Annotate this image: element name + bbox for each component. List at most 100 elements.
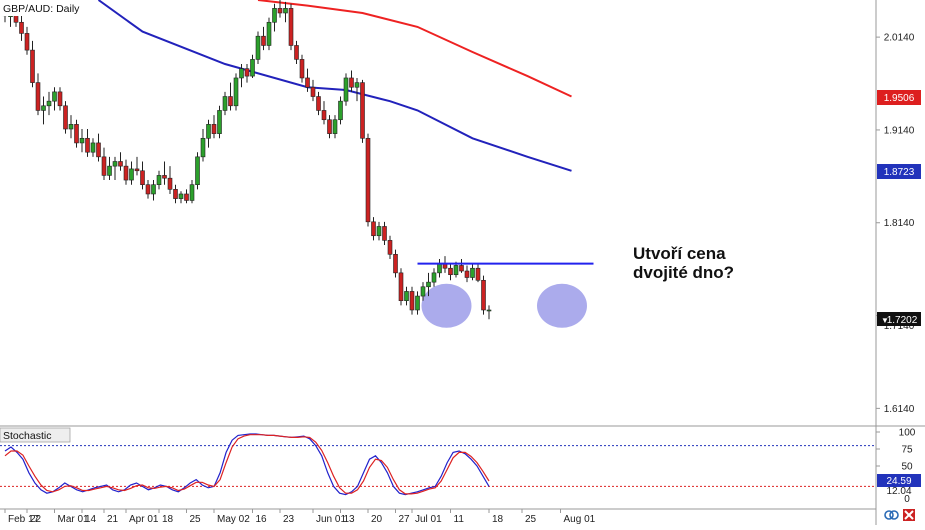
double-bottom-circle [421, 283, 472, 328]
candle-up [200, 137, 206, 158]
candle-down [162, 175, 167, 179]
candle-down [35, 82, 41, 111]
price-tick-label: 2.0140 [884, 33, 915, 44]
ma-fast-line [97, 0, 572, 172]
candle-down [409, 291, 415, 311]
last-price-marker-icon: ▼ [881, 316, 889, 325]
candle-down [387, 240, 393, 255]
candle-up [415, 295, 420, 311]
candle-up [46, 100, 52, 107]
candle-up [354, 82, 360, 88]
price-tick-label: 1.9140 [884, 125, 915, 136]
candle-up [266, 21, 272, 46]
x-tick-label: Feb 17 [8, 514, 40, 525]
candle-down [448, 267, 453, 276]
candle-down [327, 119, 332, 134]
candle-down [173, 189, 178, 199]
candle-down [305, 77, 310, 88]
candle-up [206, 124, 211, 139]
annotation-line-1: Utvoří cena [633, 244, 726, 263]
candle-up [404, 291, 409, 302]
x-tick-label: Mar 01 [58, 514, 90, 525]
candle-down [475, 267, 481, 281]
candle-up [420, 286, 426, 297]
double-bottom-circle [537, 283, 587, 328]
candle-down [184, 193, 189, 201]
candle-up [283, 8, 288, 14]
brand-logo-icon [903, 509, 915, 521]
candle-down [321, 110, 327, 121]
candle-down [261, 35, 266, 46]
stochastic-panel: 100 75 50 0 [0, 428, 916, 505]
stoch-value-tag-2: 12.04 [886, 486, 911, 497]
x-tick-label: 20 [371, 514, 383, 525]
candle-down [19, 21, 24, 34]
candle-down [118, 161, 123, 167]
candle-down [393, 254, 398, 274]
candle-up [239, 68, 244, 79]
candle-up [178, 193, 184, 199]
candle-down [382, 226, 387, 241]
candle-down [244, 68, 250, 77]
candle-down [211, 124, 217, 134]
candle-up [156, 175, 162, 185]
candle-down [85, 137, 90, 153]
candle-up [151, 184, 156, 195]
candle-down [316, 96, 321, 111]
candle-down [145, 184, 151, 195]
ma-fast-tag [877, 164, 921, 179]
price-tick-label: 1.8140 [884, 218, 915, 229]
x-tick-label: 16 [256, 514, 268, 525]
candle-down [365, 137, 371, 223]
candle-up [255, 35, 261, 60]
stoch-title: Stochastic [3, 430, 51, 442]
x-tick-label: 23 [283, 514, 295, 525]
candle-up [222, 96, 228, 111]
candle-up [470, 267, 475, 278]
x-tick-label: May 02 [217, 514, 250, 525]
stoch-tick-label: 50 [901, 462, 913, 473]
candle-up [250, 59, 255, 77]
candle-down [63, 105, 68, 130]
candle-up [217, 110, 222, 134]
candle-up [338, 100, 343, 121]
candle-up [453, 265, 459, 276]
candle-up [233, 77, 239, 107]
x-tick-label: 25 [190, 514, 202, 525]
candle-down [167, 177, 173, 190]
candle-up [68, 124, 74, 130]
candle-down [57, 91, 63, 107]
candle-up [195, 156, 200, 185]
link-icon[interactable] [884, 510, 899, 520]
stoch-d-line [4, 434, 490, 495]
x-tick-label: 25 [525, 514, 537, 525]
candle-down [30, 49, 35, 83]
stoch-value-tag [877, 474, 921, 487]
candle-down [24, 33, 30, 51]
ma-slow-line [257, 0, 572, 98]
candle-down [140, 170, 145, 185]
candle-down [398, 272, 404, 302]
price-tick-label: 1.6140 [884, 404, 915, 415]
x-tick-label: Apr 01 [129, 514, 159, 525]
candle-down [310, 86, 316, 97]
candle-up [486, 309, 492, 312]
candle-up [52, 91, 57, 102]
candle-up [431, 272, 437, 283]
candle-up [112, 161, 118, 167]
ma-slow-tag-label: 1.9506 [884, 93, 915, 104]
candle-down [277, 8, 283, 14]
candle-down [459, 265, 464, 272]
x-tick-label: 14 [85, 514, 97, 525]
candle-up [376, 226, 382, 237]
candle-up [129, 168, 134, 181]
candle-down [360, 82, 365, 139]
candle-up [437, 263, 442, 274]
stoch-title-bg [0, 427, 71, 443]
candle-down [123, 165, 129, 181]
candle-up [41, 105, 46, 111]
